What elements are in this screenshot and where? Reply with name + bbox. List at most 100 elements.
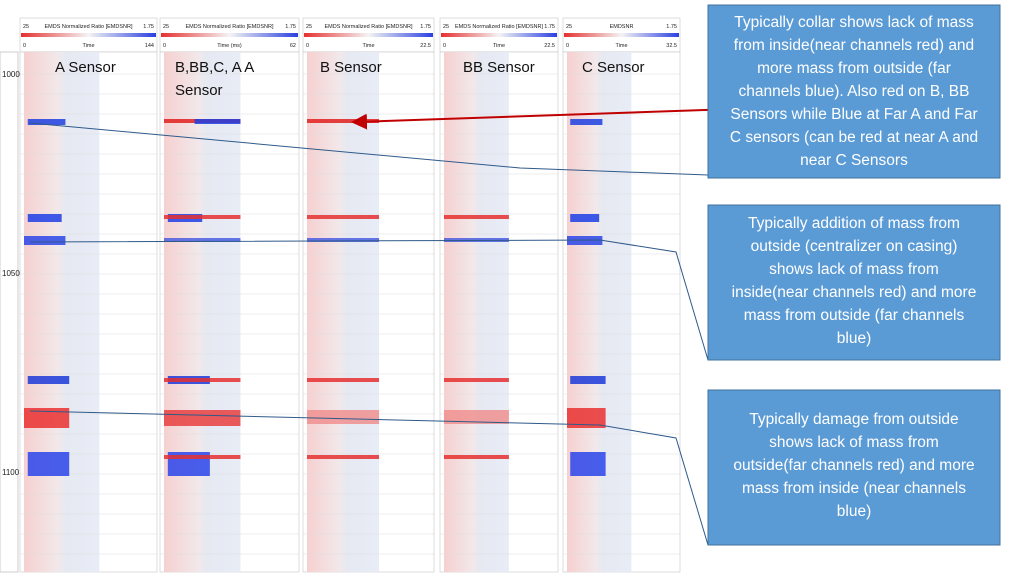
band <box>164 410 241 426</box>
band <box>570 452 606 476</box>
time-label: Time (ms) <box>217 43 242 49</box>
scale-min: 25 <box>443 24 449 30</box>
color-scale <box>441 33 557 37</box>
callout-text: from inside(near channels red) and <box>734 37 974 54</box>
band <box>444 215 509 219</box>
scale-max: 1.75 <box>143 24 154 30</box>
time-min: 0 <box>163 43 166 49</box>
callout-text: channels blue). Also red on B, BB <box>739 83 970 100</box>
track-image <box>567 52 632 572</box>
callout-text: Typically addition of mass from <box>748 215 960 232</box>
band <box>27 376 70 384</box>
scale-max: 1.75 <box>285 24 296 30</box>
band <box>570 376 606 384</box>
color-scale <box>21 33 156 37</box>
sensor-label: Sensor <box>175 82 223 99</box>
time-max: 22.5 <box>420 43 431 49</box>
band <box>164 215 241 219</box>
color-scale <box>161 33 298 37</box>
track-image <box>444 52 509 572</box>
callout-text: more mass from outside (far <box>757 60 951 77</box>
time-label: Time <box>362 43 374 49</box>
callout-text: blue) <box>837 330 871 347</box>
band <box>307 215 380 219</box>
time-max: 62 <box>290 43 296 49</box>
scale-max: 1.75 <box>666 24 677 30</box>
band <box>570 119 603 125</box>
callout-text: mass from outside (far channels <box>744 307 965 324</box>
time-label: Time <box>82 43 94 49</box>
callout-text: Sensors while Blue at Far A and Far <box>730 106 977 123</box>
leader-line <box>29 122 709 176</box>
band <box>570 214 600 222</box>
time-label: Time <box>493 43 505 49</box>
color-scale <box>304 33 433 37</box>
time-max: 22.5 <box>544 43 555 49</box>
callout-text: blue) <box>837 503 871 520</box>
track-title: EMDS Normalized Ratio [EMDSNR] <box>185 24 273 30</box>
band <box>307 455 380 459</box>
callout-box <box>707 204 1001 361</box>
band <box>307 119 380 123</box>
sensor-label: B Sensor <box>320 59 382 76</box>
scale-max: 1.75 <box>420 24 431 30</box>
band <box>164 378 241 382</box>
callout-text: Typically collar shows lack of mass <box>734 14 974 31</box>
time-min: 0 <box>23 43 26 49</box>
band <box>27 214 62 222</box>
time-max: 32.5 <box>666 43 677 49</box>
sensor-label: C Sensor <box>582 59 645 76</box>
band <box>164 238 241 242</box>
color-scale <box>564 33 679 37</box>
band <box>24 408 70 428</box>
time-min: 0 <box>566 43 569 49</box>
callout-text: mass from inside (near channels <box>742 480 966 497</box>
track-title: EMDSNR <box>610 24 634 30</box>
scale-min: 25 <box>23 24 29 30</box>
track-title: EMDS Normalized Ratio [EMDSNR] <box>44 24 132 30</box>
band <box>307 378 380 382</box>
scale-min: 25 <box>306 24 312 30</box>
time-min: 0 <box>443 43 446 49</box>
sensor-label: A Sensor <box>55 59 116 76</box>
leader-line <box>29 410 709 546</box>
callout-text: outside(far channels red) and more <box>733 457 974 474</box>
band <box>24 236 66 245</box>
sensor-label: BB Sensor <box>463 59 535 76</box>
depth-track <box>0 51 19 573</box>
callout-text: C sensors (can be red at near A and <box>730 129 978 146</box>
scale-min: 25 <box>566 24 572 30</box>
depth-label: 1000 <box>2 70 20 79</box>
callout-text: inside(near channels red) and more <box>732 284 977 301</box>
band <box>307 410 380 424</box>
callout-text: Typically damage from outside <box>749 411 958 428</box>
callout-text: near C Sensors <box>800 152 908 169</box>
callout-box <box>707 4 1001 179</box>
scale-max: 1.75 <box>544 24 555 30</box>
band <box>444 378 509 382</box>
band <box>194 119 241 124</box>
callout-text: outside (centralizer on casing) <box>751 238 958 255</box>
scale-min: 25 <box>163 24 169 30</box>
band <box>567 408 606 428</box>
band <box>27 452 70 476</box>
track-image <box>24 52 100 572</box>
time-min: 0 <box>306 43 309 49</box>
depth-label: 1050 <box>2 269 20 278</box>
callout-text: shows lack of mass from <box>769 261 939 278</box>
leader-line <box>29 239 709 361</box>
band <box>444 410 509 424</box>
time-max: 144 <box>145 43 154 49</box>
callout-box <box>707 389 1001 546</box>
callout-text: shows lack of mass from <box>769 434 939 451</box>
band <box>307 238 380 242</box>
track-title: EMDS Normalized Ratio [EMDSNR] <box>455 24 543 30</box>
band <box>444 455 509 459</box>
sensor-label: B,BB,C, A A <box>175 59 254 76</box>
band <box>164 455 241 459</box>
depth-label: 1100 <box>2 468 20 477</box>
track-title: EMDS Normalized Ratio [EMDSNR] <box>324 24 412 30</box>
time-label: Time <box>615 43 627 49</box>
band <box>27 119 66 125</box>
